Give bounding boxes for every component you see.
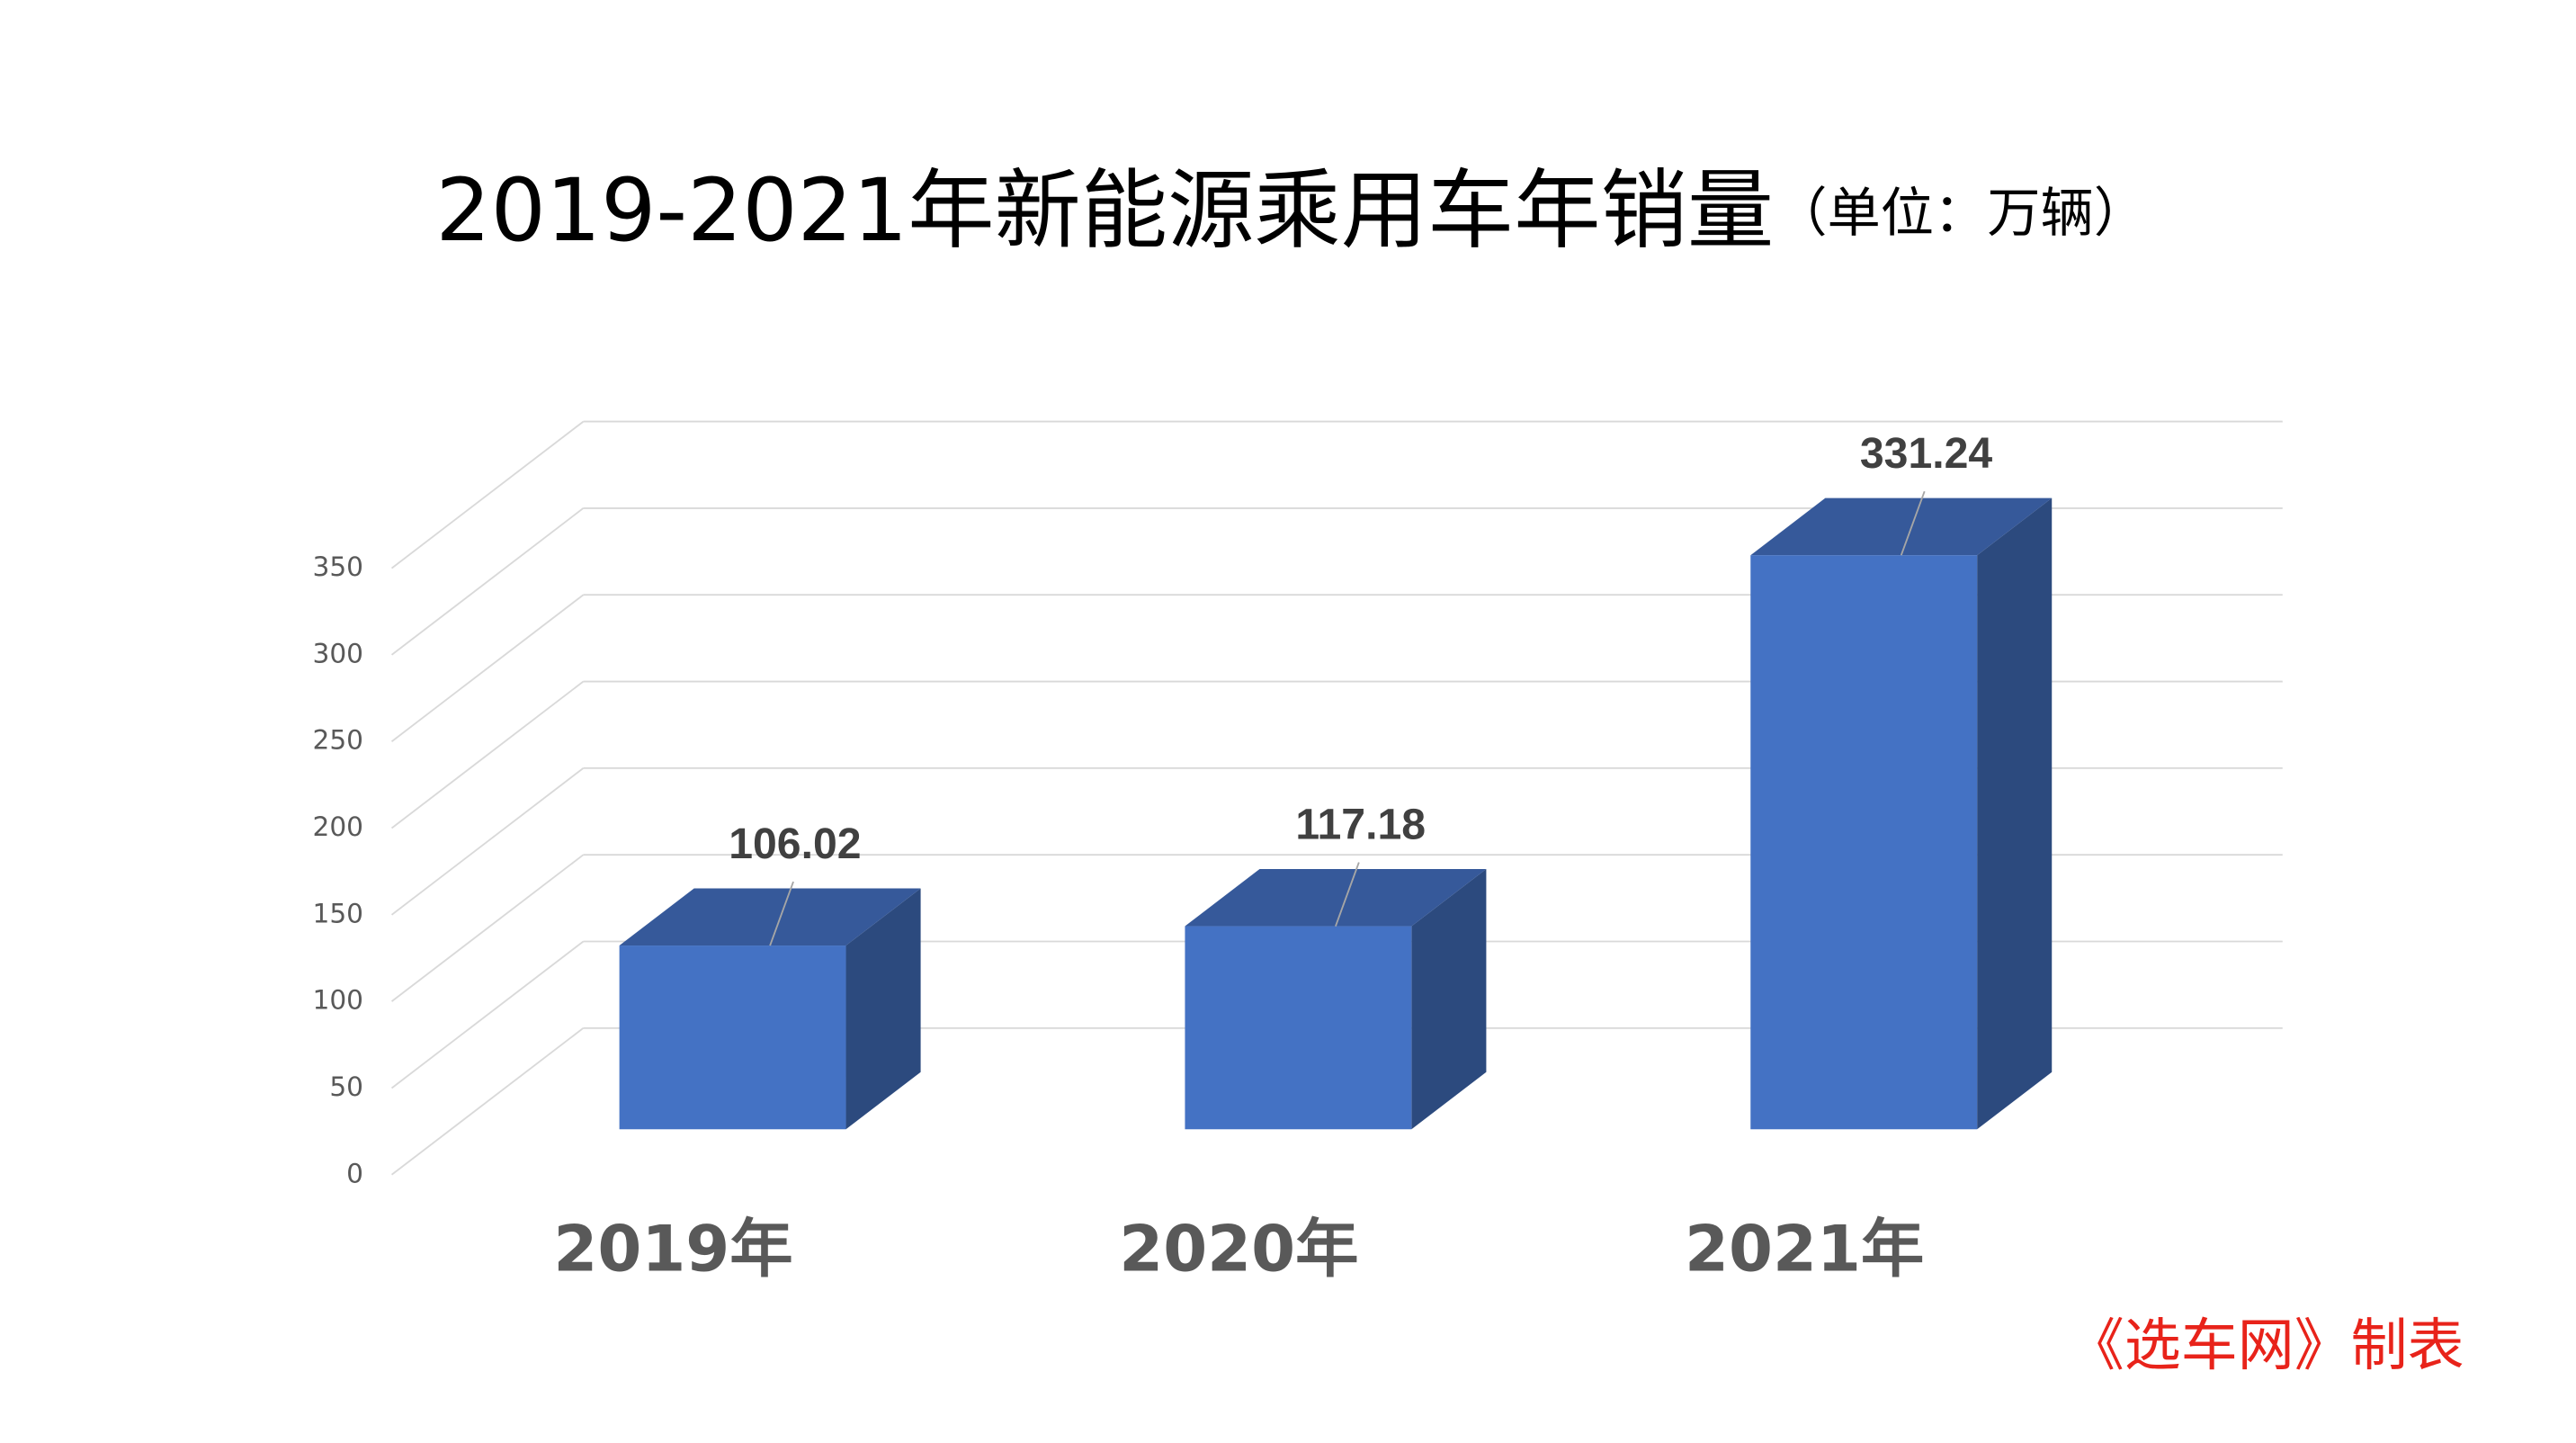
y-tick-label: 300 (312, 637, 363, 668)
bar (1750, 555, 1978, 1130)
source-note: 《选车网》制表 (2068, 1313, 2464, 1378)
x-tick-label: 2019年 (553, 1212, 792, 1286)
y-tick-label: 200 (312, 811, 363, 842)
title-unit: （单位：万辆） (1774, 182, 2147, 244)
grid-line (390, 507, 585, 656)
y-tick-label: 100 (312, 984, 363, 1016)
grid-line (390, 854, 585, 1002)
y-tick-label: 150 (312, 897, 363, 928)
grid-line (390, 1027, 585, 1176)
bar-top (1185, 868, 1487, 927)
value-label: 117.18 (1295, 800, 1426, 848)
chart-title: 2019-2021年新能源乘用车年销量（单位：万辆） (435, 160, 2147, 261)
bar-top (619, 888, 921, 946)
x-tick-label: 2021年 (1685, 1212, 1924, 1286)
grid-line (390, 940, 585, 1089)
bar-side (845, 888, 921, 1130)
bar-side (1411, 868, 1487, 1130)
bar-top (1750, 497, 2053, 556)
value-label: 331.24 (1860, 429, 1992, 478)
x-tick-label: 2020年 (1119, 1212, 1358, 1286)
bar (619, 946, 846, 1130)
bar-side (1977, 497, 2053, 1130)
title-main: 2019-2021年新能源乘用车年销量 (435, 160, 1774, 261)
leader-line (1335, 862, 1360, 927)
y-tick-label: 350 (312, 551, 363, 582)
y-tick-label: 250 (312, 724, 363, 756)
grid-line (390, 767, 585, 916)
leader-line (769, 881, 794, 946)
y-tick-label: 0 (346, 1157, 363, 1188)
grid-line (390, 680, 585, 829)
bar (1185, 926, 1412, 1130)
grid-line (390, 420, 585, 569)
leader-line (1900, 490, 1926, 556)
y-tick-label: 50 (329, 1071, 363, 1102)
grid-line (390, 594, 585, 742)
value-label: 106.02 (729, 820, 861, 868)
